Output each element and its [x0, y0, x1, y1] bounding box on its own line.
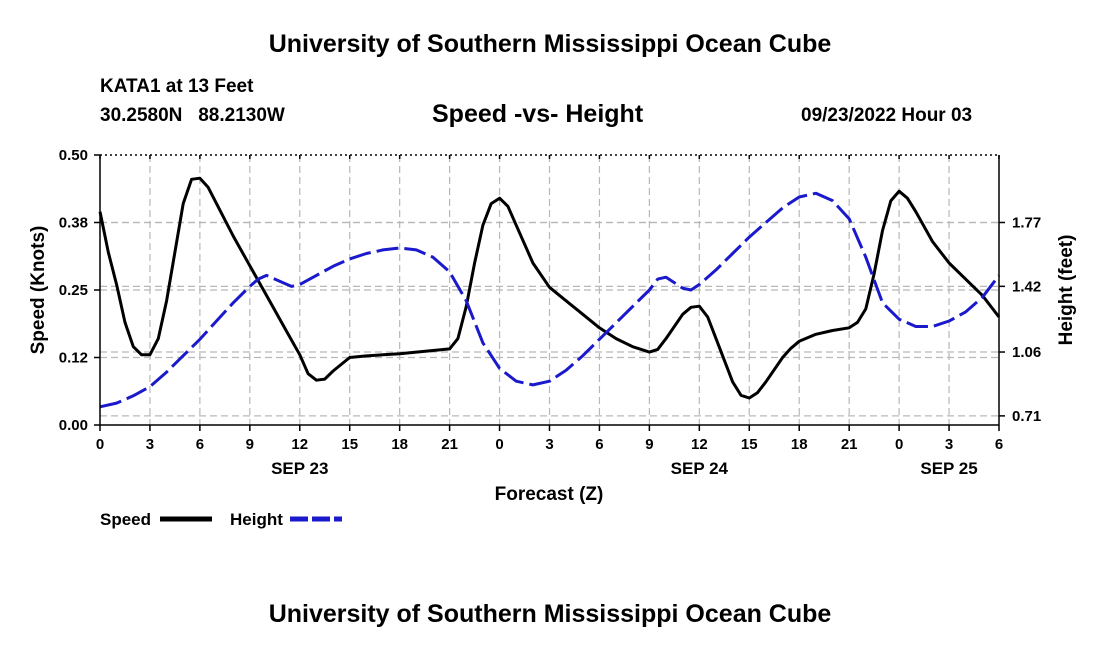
y-left-tick-label: 0.50	[59, 147, 88, 164]
x-tick-label: 0	[96, 436, 104, 453]
x-date-label: SEP 25	[920, 459, 977, 478]
x-tick-label: 3	[545, 436, 553, 453]
x-tick-label: 15	[741, 436, 758, 453]
x-tick-label: 3	[945, 436, 953, 453]
x-axis-label: Forecast (Z)	[495, 484, 604, 505]
series-layer	[98, 176, 1001, 409]
series-line-height	[99, 191, 1001, 409]
axis-layer	[94, 154, 1005, 431]
y-right-tick-label: 1.06	[1012, 344, 1041, 361]
x-tick-label: 12	[691, 436, 708, 453]
station-label: KATA1 at 13 Feet	[100, 76, 254, 97]
coordinates-label: 30.2580N 88.2130W	[100, 105, 285, 126]
datetime-label: 09/23/2022 Hour 03	[801, 105, 973, 126]
x-tick-label: 6	[595, 436, 603, 453]
label-layer: Forecast (Z) Speed (Knots) Height (feet)…	[28, 147, 1077, 505]
y-right-tick-label: 1.77	[1012, 215, 1041, 232]
y-right-tick-label: 1.42	[1012, 278, 1041, 295]
x-tick-label: 15	[341, 436, 358, 453]
x-tick-label: 0	[495, 436, 503, 453]
x-tick-label: 9	[246, 436, 254, 453]
y-left-tick-label: 0.12	[59, 350, 88, 367]
grid-layer	[100, 155, 999, 425]
x-date-label: SEP 23	[271, 459, 328, 478]
legend-speed-label: Speed	[100, 510, 151, 529]
x-tick-label: 12	[291, 436, 308, 453]
series-line-speed	[98, 176, 1001, 400]
y-axis-right-label: Height (feet)	[1056, 235, 1077, 346]
x-tick-label: 6	[995, 436, 1003, 453]
x-date-label: SEP 24	[671, 459, 729, 478]
x-tick-label: 6	[196, 436, 204, 453]
y-left-tick-label: 0.00	[59, 417, 88, 434]
x-tick-label: 21	[841, 436, 858, 453]
x-tick-label: 18	[391, 436, 408, 453]
footer-title: University of Southern Mississippi Ocean…	[268, 600, 832, 628]
x-tick-label: 0	[895, 436, 903, 453]
y-left-tick-label: 0.25	[59, 282, 88, 299]
x-tick-label: 21	[441, 436, 458, 453]
chart-subtitle: Speed -vs- Height	[432, 100, 644, 128]
page-title: University of Southern Mississippi Ocean…	[268, 30, 832, 58]
y-axis-left-label: Speed (Knots)	[28, 226, 49, 355]
legend: Speed Height	[100, 510, 342, 529]
x-tick-label: 9	[645, 436, 653, 453]
y-left-tick-label: 0.38	[59, 215, 88, 232]
x-tick-label: 3	[146, 436, 154, 453]
y-right-tick-label: 0.71	[1012, 408, 1041, 425]
legend-height-label: Height	[230, 510, 283, 529]
x-tick-label: 18	[791, 436, 808, 453]
